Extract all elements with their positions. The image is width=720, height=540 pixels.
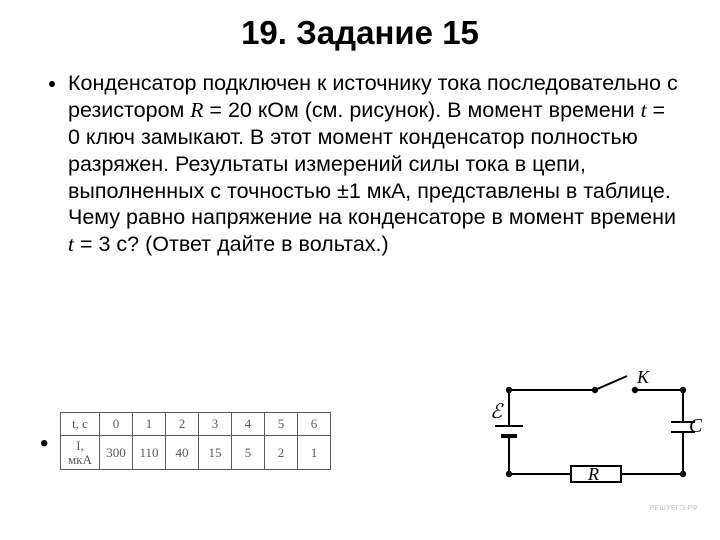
text-fragment: = 20 кОм (см. рисунок). В момент времени — [203, 98, 640, 122]
table-cell-time: 5 — [265, 413, 298, 436]
problem-text: Конденсатор подключен к источнику тока п… — [68, 70, 680, 258]
table-cell-current: 110 — [133, 436, 166, 470]
switch-label: K — [636, 370, 650, 387]
slide: 19. Задание 15 Конденсатор подключен к и… — [0, 0, 720, 540]
table-cell-current: 1 — [298, 436, 331, 470]
table-cell-time: 2 — [166, 413, 199, 436]
bullet-marker: • — [40, 430, 48, 458]
table-cell-time: 3 — [199, 413, 232, 436]
slide-title: 19. Задание 15 — [40, 14, 680, 52]
data-table-wrap: t, с 0123456 I,мкА 3001104015521 — [60, 412, 331, 470]
table-cell-current: 5 — [232, 436, 265, 470]
table-cell-time: 0 — [100, 413, 133, 436]
table-cell-current: 15 — [199, 436, 232, 470]
emf-label: ℰ — [490, 401, 504, 423]
table-cell-time: 4 — [232, 413, 265, 436]
circuit-diagram: ℰ K C R — [487, 370, 702, 502]
capacitor-label: C — [689, 415, 702, 437]
table-cell-current: 300 — [100, 436, 133, 470]
table-cell-current: 2 — [265, 436, 298, 470]
table-row-header-time: t, с — [61, 413, 100, 436]
text-fragment: = 3 с? (Ответ дайте в вольтах.) — [74, 232, 389, 256]
watermark: РЕШУЕГЭ.РФ — [649, 505, 698, 512]
resistor-label: R — [587, 464, 599, 484]
table-cell-current: 40 — [166, 436, 199, 470]
table-row-header-current: I,мкА — [61, 436, 100, 470]
data-table: t, с 0123456 I,мкА 3001104015521 — [60, 412, 331, 470]
table-cell-time: 6 — [298, 413, 331, 436]
text-fragment: R — [190, 98, 203, 122]
table-cell-time: 1 — [133, 413, 166, 436]
body-list: Конденсатор подключен к источнику тока п… — [40, 70, 680, 258]
